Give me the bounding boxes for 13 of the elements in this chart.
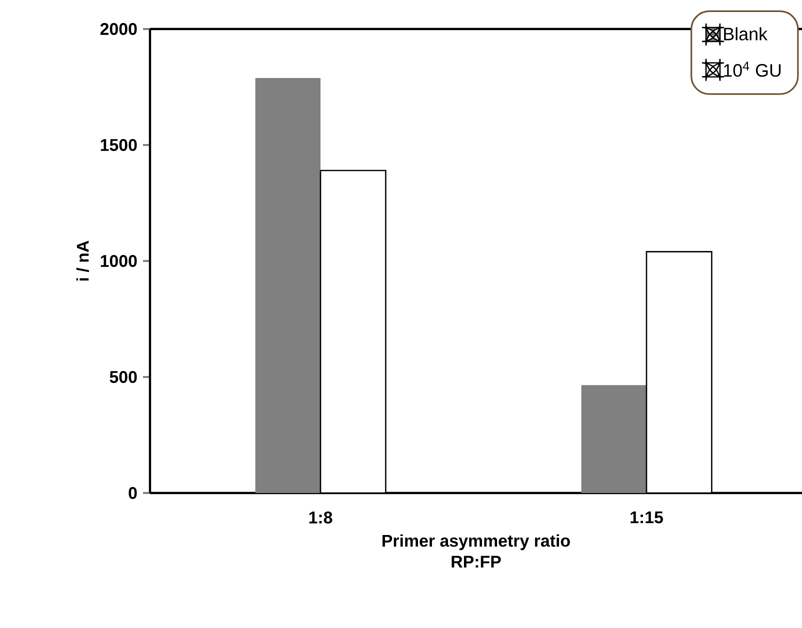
x-tick-label: 1:15 xyxy=(630,512,663,524)
y-tick-label: 500 xyxy=(110,370,137,383)
bar xyxy=(255,78,320,493)
y-tick-label: 2000 xyxy=(100,22,137,35)
legend-label: 10$^{4}$ GU xyxy=(724,62,781,77)
y-tick-label: 1500 xyxy=(100,138,137,151)
x-tick-label: 1:8 xyxy=(309,512,332,524)
y-tick-label: 0 xyxy=(128,486,137,499)
legend-label: Blank xyxy=(724,27,768,40)
y-tick-label: 1000 xyxy=(100,254,137,267)
x-axis-title: Primer asymmetry ratio RP:FP xyxy=(382,534,570,568)
y-axis-title: i / nA xyxy=(76,240,89,280)
bar xyxy=(581,385,647,493)
